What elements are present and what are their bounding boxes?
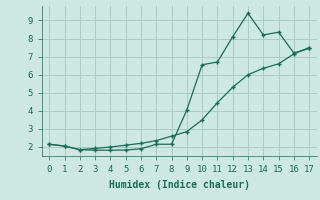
X-axis label: Humidex (Indice chaleur): Humidex (Indice chaleur) [109,180,250,190]
